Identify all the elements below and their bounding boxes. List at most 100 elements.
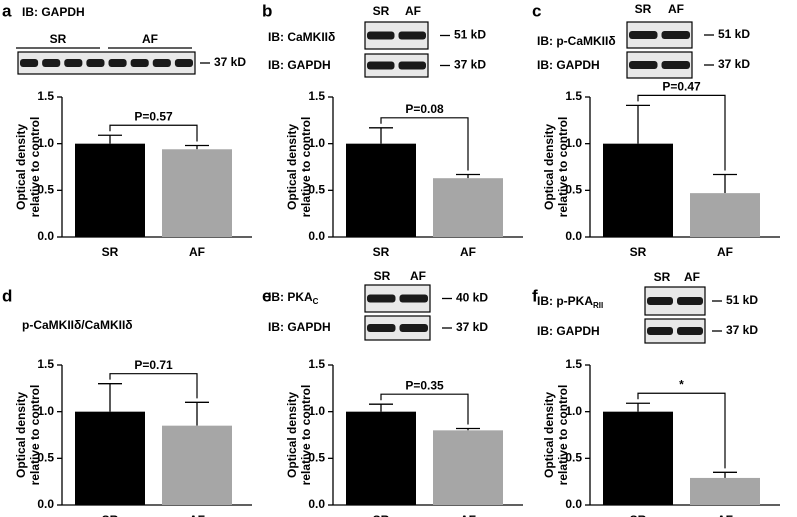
y-axis-label: Optical densityrelative to control <box>14 117 42 218</box>
p-value: P=0.47 <box>662 80 701 94</box>
x-tick-label: SR <box>373 245 390 259</box>
lane-label: SR <box>374 269 391 283</box>
y-tick-label: 0.5 <box>565 451 582 465</box>
blot-label-text: IB: GAPDH <box>537 324 600 338</box>
kd-label: 37 kD <box>214 55 246 69</box>
blot-band <box>367 31 395 40</box>
kd-label: 51 kD <box>454 28 486 42</box>
panel-letter: b <box>262 1 272 20</box>
blot-band <box>629 31 658 39</box>
y-tick-label: 0.0 <box>565 229 582 243</box>
significance-bracket <box>637 94 726 171</box>
p-value: * <box>679 377 684 391</box>
lane-label: SR <box>373 4 390 18</box>
blot-band <box>174 59 193 67</box>
y-tick-label: 0.0 <box>37 229 54 243</box>
x-tick-label: SR <box>102 245 119 259</box>
x-tick-label: SR <box>102 513 119 517</box>
y-tick-label: 1.0 <box>37 136 54 150</box>
kd-label: 37 kD <box>718 57 750 71</box>
panel-letter: d <box>2 286 12 305</box>
blot-label-text: IB: CaMKIIδ <box>268 30 335 44</box>
y-tick-label: 1.5 <box>565 357 582 371</box>
blot <box>364 53 429 78</box>
x-tick-label: AF <box>189 245 205 259</box>
x-tick-label: AF <box>189 513 205 517</box>
blot-band <box>86 59 105 67</box>
y-tick-label: 0.5 <box>308 451 325 465</box>
bar <box>346 411 416 505</box>
y-tick-label: 1.5 <box>308 89 325 103</box>
y-tick-label: 0.0 <box>308 229 325 243</box>
y-tick-label: 0.5 <box>37 451 54 465</box>
blot-band <box>661 31 690 39</box>
y-axis-label: Optical densityrelative to control <box>285 385 313 486</box>
lane-label: AF <box>410 269 426 283</box>
y-axis-label-line: relative to control <box>28 385 42 486</box>
p-value: P=0.08 <box>405 102 444 116</box>
blot-band <box>130 59 149 67</box>
kd-label: 51 kD <box>718 27 750 41</box>
blot <box>17 51 196 75</box>
y-axis-label-line: relative to control <box>28 117 42 218</box>
y-axis-label-line: relative to control <box>299 117 313 218</box>
significance-bracket <box>109 124 198 142</box>
y-tick-label: 1.0 <box>565 404 582 418</box>
x-tick-label: AF <box>460 513 476 517</box>
x-tick-label: SR <box>630 513 647 517</box>
bar <box>690 193 760 237</box>
y-axis-label-line: Optical density <box>14 124 28 210</box>
y-axis-label-line: Optical density <box>14 392 28 478</box>
blot-label-text: IB: PKA <box>268 290 313 304</box>
blot-band <box>629 61 658 69</box>
blot-label: IB: GAPDH <box>268 58 331 72</box>
y-tick-label: 0.0 <box>37 497 54 511</box>
y-axis-label: Optical densityrelative to control <box>285 117 313 218</box>
bar <box>75 143 145 237</box>
x-tick-label: AF <box>717 245 733 259</box>
blot-label: IB: CaMKIIδ <box>268 30 335 44</box>
lane-label: SR <box>50 32 67 46</box>
y-axis-label-line: Optical density <box>285 392 299 478</box>
x-tick-label: SR <box>373 513 390 517</box>
bar <box>346 143 416 237</box>
lane-label: SR <box>635 2 652 16</box>
blot-label: IB: p-PKARII <box>537 294 603 310</box>
y-axis-label: Optical densityrelative to control <box>542 117 570 218</box>
y-tick-label: 1.5 <box>308 357 325 371</box>
blot-label: IB: GAPDH <box>268 320 331 334</box>
lane-label: AF <box>405 4 421 18</box>
p-value: P=0.35 <box>405 378 444 392</box>
y-axis-label-line: relative to control <box>556 117 570 218</box>
kd-label: 37 kD <box>454 58 486 72</box>
x-tick-label: AF <box>460 245 476 259</box>
blot-label-text: IB: GAPDH <box>268 320 331 334</box>
blot-band <box>367 61 395 70</box>
blot-label: IB: GAPDH <box>537 58 600 72</box>
significance-bracket <box>380 117 469 171</box>
y-tick-label: 0.0 <box>565 497 582 511</box>
lane-label: AF <box>668 2 684 16</box>
blot-band <box>367 294 396 303</box>
blot-band <box>677 327 703 335</box>
blot-band <box>152 59 171 67</box>
blot-band <box>367 324 396 332</box>
blot-band <box>647 327 673 335</box>
kd-label: 37 kD <box>456 320 488 334</box>
y-axis-label: Optical densityrelative to control <box>14 385 42 486</box>
subtitle: p-CaMKIIδ/CaMKIIδ <box>22 318 133 332</box>
bar <box>433 178 503 237</box>
y-axis-label-line: Optical density <box>285 124 299 210</box>
blot-band <box>108 59 127 67</box>
panel-letter: a <box>2 1 12 20</box>
blot-band <box>20 59 39 67</box>
x-tick-label: SR <box>630 245 647 259</box>
blot-band <box>399 324 428 332</box>
panel-letter: c <box>532 1 541 20</box>
kd-label: 37 kD <box>726 323 758 337</box>
blot-label: IB: GAPDH <box>22 5 85 19</box>
y-axis-label: Optical densityrelative to control <box>542 385 570 486</box>
x-tick-label: AF <box>717 513 733 517</box>
kd-label: 40 kD <box>456 291 488 305</box>
